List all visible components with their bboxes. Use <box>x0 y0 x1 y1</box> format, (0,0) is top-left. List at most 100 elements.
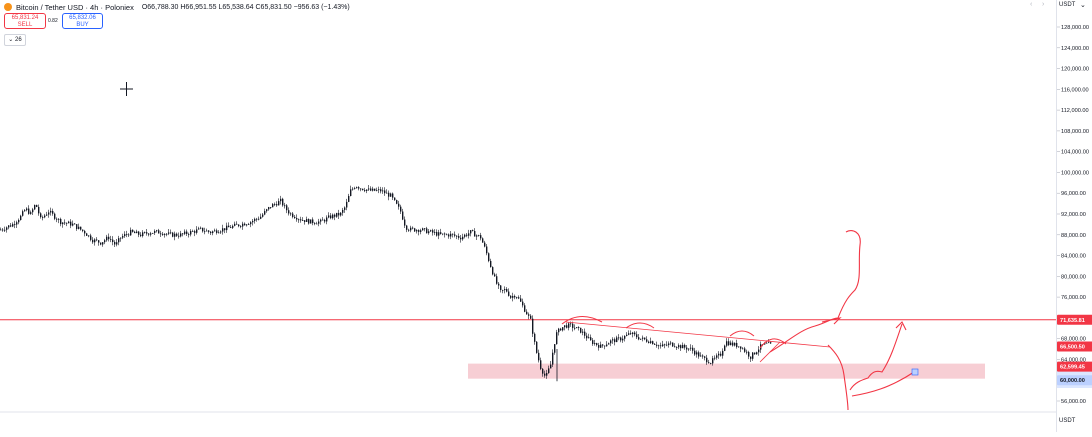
candle <box>494 272 496 277</box>
zone-price-badge[interactable]: 62,599.45 <box>1057 361 1092 372</box>
sell-button[interactable]: 65,831.24 SELL <box>4 13 46 29</box>
candle <box>102 242 104 247</box>
candle <box>582 328 584 336</box>
support-zone[interactable] <box>468 363 985 379</box>
candle <box>558 327 560 336</box>
candle <box>484 240 486 248</box>
candle <box>262 213 264 218</box>
axis-unit-label[interactable]: USDT <box>1059 2 1076 8</box>
candle <box>700 352 702 357</box>
indicators-toggle[interactable]: ⌄ 26 <box>4 34 26 46</box>
candle <box>308 218 310 225</box>
candle <box>48 209 50 218</box>
candle <box>612 337 614 344</box>
candle <box>386 189 388 194</box>
candle <box>698 350 700 359</box>
arc-drawing-2 <box>625 322 655 329</box>
candle <box>152 232 154 234</box>
candle <box>406 224 408 233</box>
candle <box>156 229 158 233</box>
projection-low-path <box>851 371 915 397</box>
axis-unit-label-bottom[interactable]: USDT <box>1059 418 1076 424</box>
candle <box>368 185 370 192</box>
candle <box>172 231 174 238</box>
candle <box>614 337 616 346</box>
candle <box>684 343 686 350</box>
candle <box>634 331 636 337</box>
back-icon[interactable]: ‹ <box>1030 1 1033 8</box>
price-axis[interactable]: 128,000.00 124,000.00 120,000.00 116,000.00… <box>1056 0 1092 432</box>
candle <box>212 230 214 236</box>
candle <box>118 235 120 246</box>
candle <box>518 295 520 300</box>
candle <box>746 349 748 355</box>
candle <box>366 189 368 194</box>
candle <box>164 233 166 238</box>
candle <box>474 228 476 237</box>
candle <box>454 231 456 238</box>
axis-tick-label: 120,000.00 <box>1061 67 1089 73</box>
candle <box>736 339 738 349</box>
price-line-badge[interactable]: 71,635.81 <box>1057 314 1092 325</box>
forward-icon[interactable]: › <box>1042 1 1045 8</box>
candle <box>16 220 18 229</box>
candle <box>534 332 536 345</box>
candle <box>648 340 650 344</box>
candle <box>58 217 60 224</box>
user-drawings[interactable] <box>561 229 919 411</box>
candle <box>78 223 80 230</box>
candle <box>218 230 220 234</box>
candle <box>4 226 6 233</box>
candle <box>496 273 498 285</box>
candle <box>498 281 500 290</box>
candle <box>552 349 554 367</box>
candle <box>646 336 648 343</box>
candle <box>578 326 580 331</box>
candle <box>200 226 202 230</box>
candle <box>84 229 86 237</box>
candle <box>210 230 212 235</box>
candle <box>216 228 218 235</box>
candle <box>502 289 504 294</box>
candle <box>678 343 680 350</box>
candle <box>54 212 56 221</box>
axis-tick-label: 68,000.00 <box>1061 337 1086 343</box>
candle <box>286 203 288 214</box>
candle <box>712 355 714 366</box>
candle <box>42 215 44 221</box>
candle <box>732 340 734 347</box>
candle <box>120 237 122 242</box>
candle <box>650 337 652 345</box>
candle <box>160 230 162 238</box>
symbol-title[interactable]: Bitcoin / Tether USD · 4h · Poloniex <box>16 2 134 12</box>
candle <box>568 322 570 331</box>
candle <box>522 298 524 308</box>
candle <box>390 192 392 197</box>
axis-tick-label: 76,000.00 <box>1061 295 1086 301</box>
candle <box>620 336 622 343</box>
candle <box>630 330 632 336</box>
bitcoin-logo-icon <box>4 3 12 11</box>
candle <box>706 354 708 365</box>
candle <box>374 188 376 192</box>
zone-low-badge[interactable]: 60,000.00 <box>1057 375 1092 386</box>
candle <box>40 212 42 219</box>
candle <box>280 195 282 205</box>
candle <box>748 350 750 360</box>
last-price-badge[interactable]: 66,500.50 <box>1057 341 1092 352</box>
candle <box>682 342 684 349</box>
candle <box>410 225 412 233</box>
candle <box>488 252 490 263</box>
buy-button[interactable]: 65,832.06 BUY <box>62 13 103 29</box>
candle <box>442 233 444 236</box>
candle <box>130 227 132 236</box>
candle <box>360 188 362 192</box>
candle <box>338 209 340 219</box>
candle <box>244 222 246 226</box>
candle <box>756 351 758 355</box>
chevron-down-icon[interactable]: ⌄ <box>1080 2 1086 9</box>
candle <box>278 198 280 206</box>
candle <box>352 187 354 191</box>
